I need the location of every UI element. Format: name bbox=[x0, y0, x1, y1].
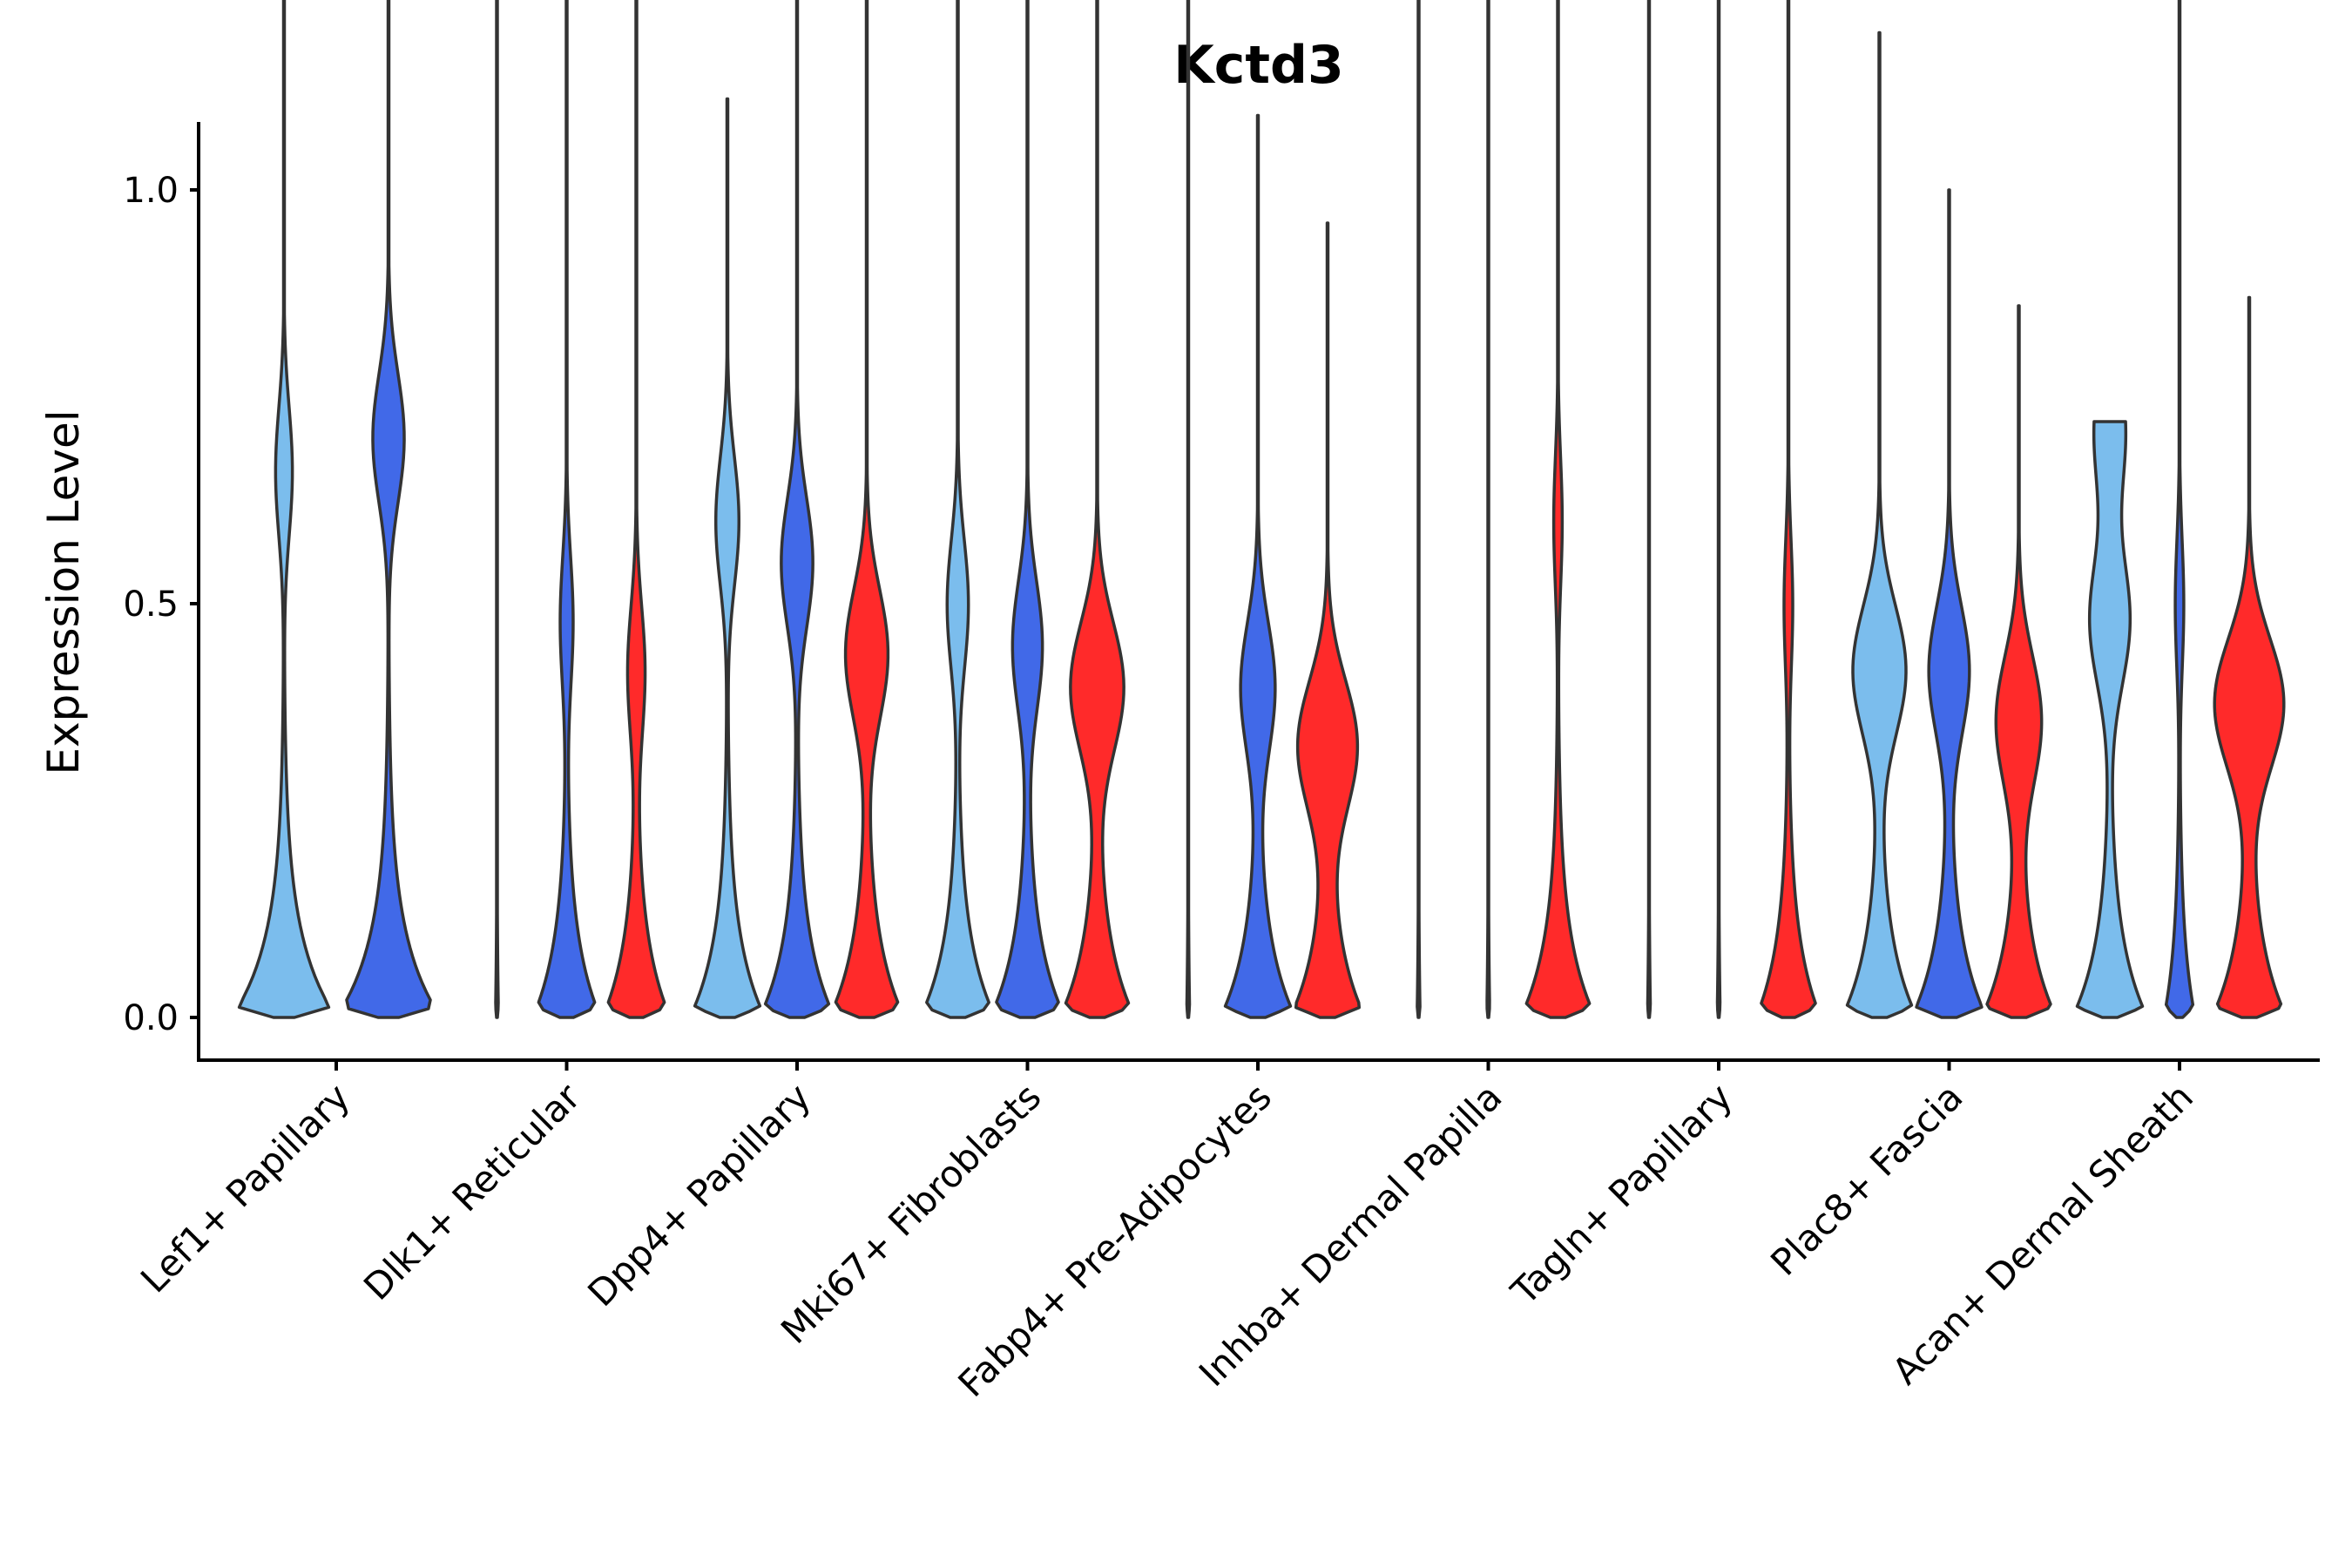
x-tick-label: Lef1+ Papillary bbox=[132, 1075, 358, 1301]
violin-shape bbox=[1985, 304, 2052, 1019]
x-tick-label: Dlk1+ Reticular bbox=[355, 1075, 589, 1308]
violin-shape bbox=[2213, 295, 2286, 1019]
violin-shape bbox=[1223, 113, 1293, 1019]
chart-title: Kctd3 bbox=[1173, 35, 1343, 96]
violin-shape bbox=[537, 0, 597, 1019]
violin-shape bbox=[1485, 0, 1491, 1019]
violin-shape bbox=[2164, 0, 2195, 1019]
y-tick-label: 1.0 bbox=[123, 171, 179, 211]
violin-shape bbox=[1185, 0, 1192, 1019]
violin-shape bbox=[1845, 30, 1914, 1019]
violin-shape bbox=[2075, 420, 2145, 1019]
violin-shape bbox=[1524, 0, 1592, 1019]
y-ticks: 0.00.51.01.52.0 bbox=[123, 171, 199, 1038]
violin-shape bbox=[1064, 0, 1131, 1019]
violin-shape bbox=[1715, 0, 1722, 1019]
y-tick-label: 0.0 bbox=[123, 998, 179, 1038]
violin-shape bbox=[1416, 0, 1422, 1019]
violin-shape bbox=[494, 0, 500, 1019]
y-axis-label: Expression Level bbox=[38, 409, 89, 774]
violin-shape bbox=[345, 0, 432, 1019]
violin-shape bbox=[693, 97, 762, 1019]
violin-shape bbox=[1915, 188, 1984, 1019]
y-tick-label: 0.5 bbox=[123, 585, 179, 625]
violin-layer bbox=[237, 0, 2286, 1019]
x-tick-label: Mki67+ Fibroblasts bbox=[773, 1075, 1049, 1351]
x-tick-label: Dpp4+ Papillary bbox=[579, 1075, 819, 1315]
violin-shape bbox=[237, 0, 331, 1019]
violin-shape bbox=[995, 0, 1060, 1019]
violin-shape bbox=[834, 0, 900, 1019]
violin-shape bbox=[1646, 0, 1652, 1019]
violin-shape bbox=[1760, 0, 1817, 1019]
x-tick-label: Tagln+ Papillary bbox=[1503, 1075, 1740, 1313]
violin-shape bbox=[606, 0, 666, 1019]
violin-shape bbox=[925, 0, 990, 1019]
violin-shape bbox=[1294, 221, 1362, 1019]
x-tick-label: Plac8+ Fascia bbox=[1762, 1075, 1970, 1283]
violin-shape bbox=[763, 0, 831, 1019]
